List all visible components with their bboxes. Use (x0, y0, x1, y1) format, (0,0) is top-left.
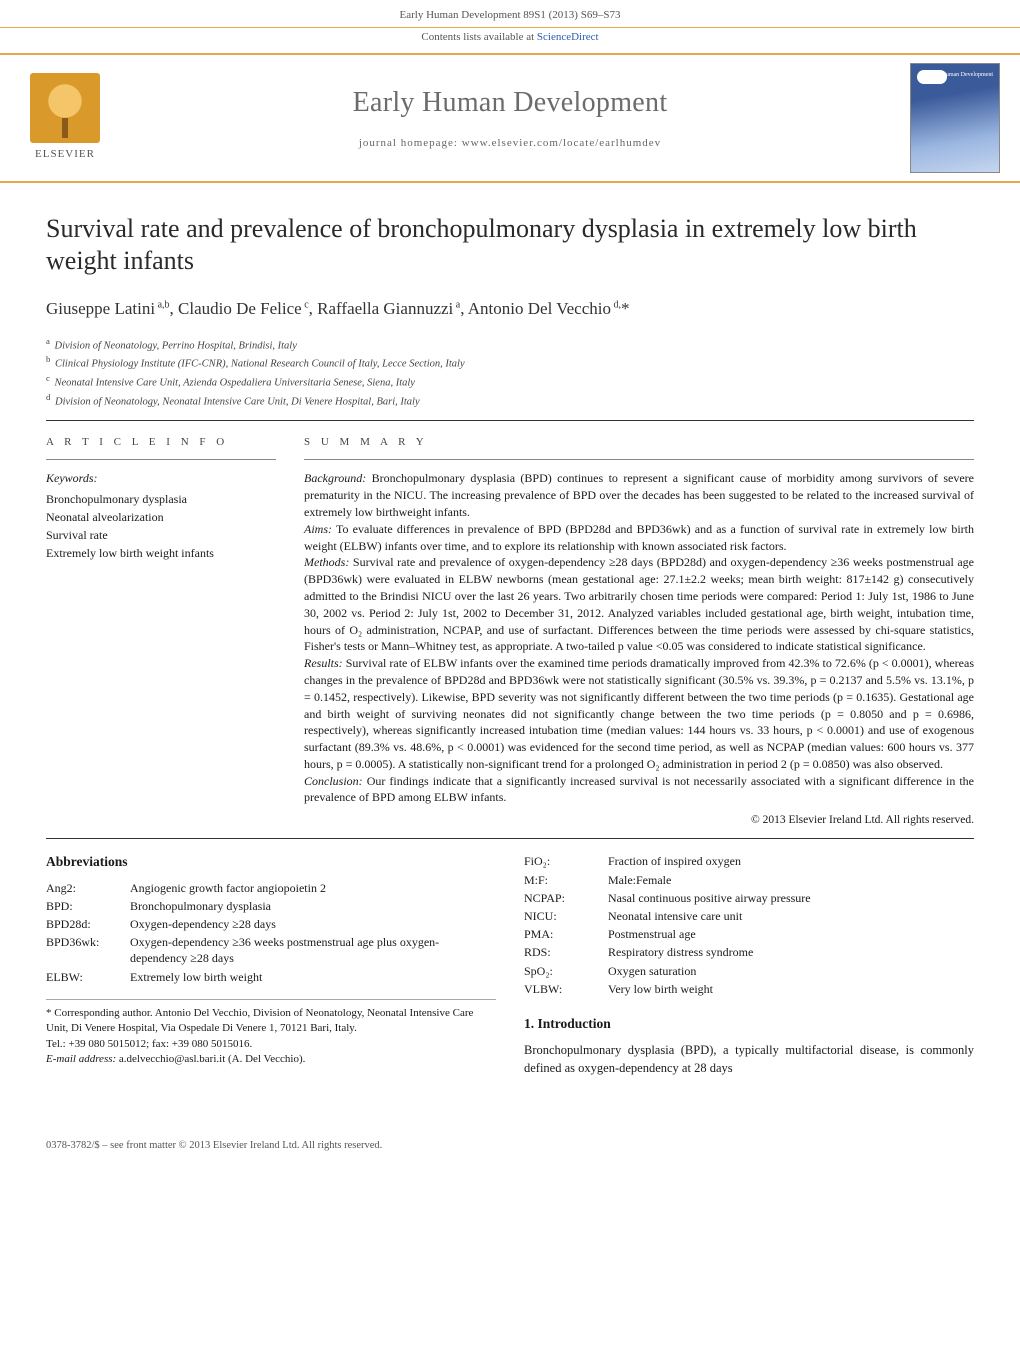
summary-col: S U M M A R Y Background: Bronchopulmona… (304, 435, 974, 829)
article-info-col: A R T I C L E I N F O Keywords: Bronchop… (46, 435, 276, 829)
intro-heading: 1. Introduction (524, 1015, 974, 1033)
abs-aims-text: To evaluate differences in prevalence of… (304, 522, 974, 553)
abbrev-grid-left: Ang2: Angiogenic growth factor angiopoiet… (46, 880, 496, 985)
abbrev-term: M:F: (524, 872, 602, 888)
running-head: Early Human Development 89S1 (2013) S69–… (0, 0, 1020, 27)
article-info-rule (46, 459, 276, 460)
abs-methods: Methods: Survival rate and prevalence of… (304, 554, 974, 655)
abbrev-term: SpO₂: (524, 963, 602, 979)
abbrev-def: Respiratory distress syndrome (608, 944, 974, 960)
article-title: Survival rate and prevalence of bronchop… (46, 213, 974, 278)
cover-thumb-label: Early Human Development (927, 72, 993, 78)
abbrev-def: Bronchopulmonary dysplasia (130, 898, 496, 914)
abbrev-term: VLBW: (524, 981, 602, 997)
abbrev-def: Male:Female (608, 872, 974, 888)
abbrev-term: BPD28d: (46, 916, 124, 932)
abbrev-term: RDS: (524, 944, 602, 960)
contents-pre: Contents lists available at (421, 31, 536, 43)
abbrev-def: Neonatal intensive care unit (608, 908, 974, 924)
abbrev-def: Extremely low birth weight (130, 969, 496, 985)
corresp-tel: Tel.: +39 080 5015012; fax: +39 080 5015… (46, 1037, 496, 1052)
footer-copyright: 0378-3782/$ – see front matter © 2013 El… (0, 1139, 1020, 1169)
author-list: Giuseppe Latini a,b, Claudio De Felice c… (46, 298, 974, 321)
keywords-label: Keywords: (46, 470, 276, 486)
affiliation-row: d Division of Neonatology, Neonatal Inte… (46, 391, 974, 410)
lower-left-col: Abbreviations Ang2: Angiogenic growth fac… (46, 853, 496, 1077)
corresp-email-label: E-mail address: (46, 1053, 116, 1065)
abbrev-def: Very low birth weight (608, 981, 974, 997)
corresp-text: * Corresponding author. Antonio Del Vecc… (46, 1006, 496, 1037)
abs-conclusion: Conclusion: Our findings indicate that a… (304, 773, 974, 807)
elsevier-tree-icon (30, 73, 100, 143)
keyword-item: Bronchopulmonary dysplasia (46, 490, 276, 508)
article-body: Survival rate and prevalence of bronchop… (0, 183, 1020, 1118)
rule-below-abstract (46, 838, 974, 839)
masthead: ELSEVIER Early Human Development journal… (0, 53, 1020, 183)
abbrev-def: Angiogenic growth factor angiopoietin 2 (130, 880, 496, 896)
corresp-email: a.delvecchio@asl.bari.it (A. Del Vecchio… (119, 1053, 305, 1065)
summary-rule (304, 459, 974, 460)
abs-background: Background: Bronchopulmonary dysplasia (… (304, 470, 974, 520)
affiliations: a Division of Neonatology, Perrino Hospi… (46, 335, 974, 410)
abs-results-text: Survival rate of ELBW infants over the e… (304, 656, 974, 771)
abbrev-heading: Abbreviations (46, 853, 496, 871)
cover-thumb-cell: Early Human Development (890, 55, 1020, 181)
abs-results: Results: Survival rate of ELBW infants o… (304, 655, 974, 773)
lower-right-col: FiO₂: Fraction of inspired oxygen M:F: Male… (524, 853, 974, 1077)
journal-title: Early Human Development (130, 84, 890, 122)
contents-strip: Contents lists available at ScienceDirec… (0, 27, 1020, 53)
abs-aims: Aims: To evaluate differences in prevale… (304, 521, 974, 555)
abbrev-term: ELBW: (46, 969, 124, 985)
corresponding-author: * Corresponding author. Antonio Del Vecc… (46, 999, 496, 1068)
abbrev-def: Oxygen saturation (608, 963, 974, 979)
abs-background-text: Bronchopulmonary dysplasia (BPD) continu… (304, 471, 974, 519)
elsevier-wordmark: ELSEVIER (35, 147, 95, 162)
affiliation-row: a Division of Neonatology, Perrino Hospi… (46, 335, 974, 354)
intro-body: Bronchopulmonary dysplasia (BPD), a typi… (524, 1041, 974, 1077)
lower-columns: Abbreviations Ang2: Angiogenic growth fac… (46, 853, 974, 1077)
abbrev-term: Ang2: (46, 880, 124, 896)
corresp-email-line: E-mail address: a.delvecchio@asl.bari.it… (46, 1052, 496, 1067)
abs-conclusion-text: Our findings indicate that a significant… (304, 774, 974, 805)
affiliation-row: b Clinical Physiology Institute (IFC-CNR… (46, 353, 974, 372)
abbrev-term: BPD: (46, 898, 124, 914)
rule-above-info (46, 420, 974, 421)
abbrev-term: PMA: (524, 926, 602, 942)
abbrev-def: Oxygen-dependency ≥36 weeks postmenstrua… (130, 934, 496, 966)
keyword-item: Extremely low birth weight infants (46, 544, 276, 562)
summary-label: S U M M A R Y (304, 435, 974, 450)
abstract: Background: Bronchopulmonary dysplasia (… (304, 470, 974, 828)
abs-methods-text: Survival rate and prevalence of oxygen-d… (304, 555, 974, 653)
abbrev-grid-right: FiO₂: Fraction of inspired oxygen M:F: Male… (524, 853, 974, 997)
journal-homepage: journal homepage: www.elsevier.com/locat… (130, 136, 890, 151)
abbrev-term: BPD36wk: (46, 934, 124, 966)
publisher-logo-cell: ELSEVIER (0, 55, 130, 181)
abbrev-def: Oxygen-dependency ≥28 days (130, 916, 496, 932)
elsevier-logo: ELSEVIER (30, 73, 100, 162)
sciencedirect-link[interactable]: ScienceDirect (537, 31, 599, 43)
abbrev-def: Fraction of inspired oxygen (608, 853, 974, 869)
abstract-copyright: © 2013 Elsevier Ireland Ltd. All rights … (304, 812, 974, 828)
abbrev-term: FiO₂: (524, 853, 602, 869)
article-info-label: A R T I C L E I N F O (46, 435, 276, 450)
abbrev-def: Postmenstrual age (608, 926, 974, 942)
info-summary-row: A R T I C L E I N F O Keywords: Bronchop… (46, 435, 974, 829)
keyword-item: Survival rate (46, 526, 276, 544)
masthead-center: Early Human Development journal homepage… (130, 55, 890, 181)
keywords-list: Bronchopulmonary dysplasiaNeonatal alveo… (46, 490, 276, 562)
abbrev-def: Nasal continuous positive airway pressur… (608, 890, 974, 906)
cover-thumbnail: Early Human Development (910, 63, 1000, 173)
abbrev-term: NICU: (524, 908, 602, 924)
keyword-item: Neonatal alveolarization (46, 508, 276, 526)
affiliation-row: c Neonatal Intensive Care Unit, Azienda … (46, 372, 974, 391)
abbrev-term: NCPAP: (524, 890, 602, 906)
